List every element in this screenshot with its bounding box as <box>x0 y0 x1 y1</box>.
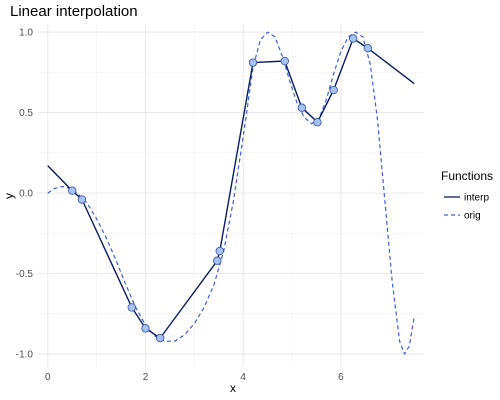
chart-title: Linear interpolation <box>10 3 138 20</box>
legend-entries: interp orig <box>444 193 489 222</box>
data-point <box>313 118 322 127</box>
x-tick-label: 4 <box>240 372 246 383</box>
minor-gridlines <box>38 24 424 367</box>
legend-label-interp: interp <box>464 193 489 204</box>
data-point <box>155 333 165 343</box>
series-interp-line <box>47 37 415 339</box>
data-point <box>280 56 289 66</box>
data-point <box>213 256 222 265</box>
plot-panel <box>38 24 424 367</box>
x-axis-label: x <box>230 381 236 395</box>
legend-title: Functions <box>441 169 493 183</box>
data-point <box>68 186 77 195</box>
y-tick-label: 0.0 <box>19 189 33 200</box>
x-tick-label: 6 <box>338 372 344 383</box>
data-point <box>329 85 338 95</box>
y-tick-label: -0.5 <box>16 269 34 280</box>
data-point <box>127 303 137 312</box>
data-point <box>77 195 87 204</box>
legend-label-orig: orig <box>464 211 481 222</box>
data-point <box>215 246 224 256</box>
x-axis-ticks: 0 2 4 6 <box>45 372 344 383</box>
x-tick-label: 2 <box>143 372 149 383</box>
data-point <box>297 103 307 112</box>
y-tick-label: -1.0 <box>16 350 34 361</box>
data-point <box>348 34 358 43</box>
data-points <box>68 34 373 343</box>
x-tick-label: 0 <box>45 372 51 383</box>
y-axis-ticks: -1.0 -0.5 0.0 0.5 1.0 <box>16 28 34 361</box>
data-point <box>141 324 150 333</box>
y-tick-label: 1.0 <box>19 28 33 39</box>
major-gridlines <box>38 24 424 367</box>
y-tick-label: 0.5 <box>19 108 33 119</box>
y-axis-label: y <box>2 193 16 199</box>
data-point <box>363 43 373 53</box>
legend: Functions interp orig <box>441 169 493 222</box>
data-point <box>248 58 258 67</box>
